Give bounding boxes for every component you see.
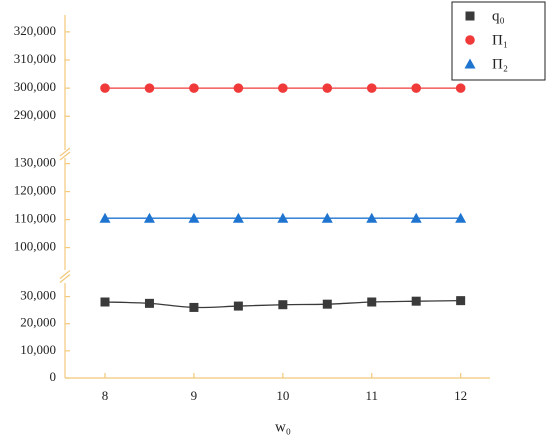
data-point <box>278 83 288 93</box>
data-point <box>366 212 378 223</box>
y-tick-label: 120,000 <box>14 183 56 198</box>
data-point <box>144 83 155 93</box>
y-tick-label: 300,000 <box>14 79 56 94</box>
axis-break <box>59 270 71 279</box>
y-tick-label: 100,000 <box>14 239 56 254</box>
data-point <box>100 297 110 307</box>
data-point <box>233 83 244 93</box>
axis-break <box>59 147 71 157</box>
data-point <box>189 83 199 93</box>
x-tick-label: 9 <box>191 388 198 403</box>
y-tick-label: 110,000 <box>14 211 56 226</box>
data-point <box>456 296 466 306</box>
y-tick-label: 10,000 <box>20 342 56 357</box>
data-point <box>232 212 244 223</box>
y-tick-label: 310,000 <box>14 51 56 66</box>
y-tick-label: 290,000 <box>14 107 56 122</box>
data-point <box>366 83 377 93</box>
legend-label: Π₁ <box>492 32 508 48</box>
data-point <box>188 212 200 223</box>
data-point <box>411 83 422 93</box>
data-point <box>189 302 199 312</box>
legend-marker <box>465 11 475 21</box>
data-point <box>410 212 422 223</box>
data-point <box>144 298 154 308</box>
data-point <box>321 212 333 223</box>
data-point <box>411 296 421 306</box>
data-point <box>277 212 289 223</box>
data-point <box>278 300 288 310</box>
y-tick-label: 0 <box>50 369 57 384</box>
y-tick-label: 30,000 <box>20 288 56 303</box>
y-tick-label: 320,000 <box>14 23 56 38</box>
y-tick-label: 20,000 <box>20 315 56 330</box>
data-point <box>455 212 467 223</box>
y-tick-label: 130,000 <box>14 155 56 170</box>
data-point <box>233 301 243 311</box>
x-axis-label: w₀ <box>275 419 291 435</box>
legend-label: Π₂ <box>492 56 508 72</box>
x-tick-label: 10 <box>276 388 289 403</box>
x-tick-label: 12 <box>454 388 467 403</box>
legend-label: q₀ <box>492 8 505 24</box>
x-tick-label: 8 <box>102 388 109 403</box>
legend-marker <box>465 35 475 45</box>
data-point <box>100 83 110 93</box>
data-point <box>455 83 466 93</box>
data-point <box>143 212 155 223</box>
data-point <box>367 297 377 307</box>
legend-marker <box>464 58 476 69</box>
x-tick-label: 11 <box>365 388 378 403</box>
axis-break <box>59 274 71 283</box>
axis-break <box>59 151 71 161</box>
data-point <box>322 83 333 93</box>
data-point <box>322 299 332 309</box>
data-point <box>99 212 111 223</box>
